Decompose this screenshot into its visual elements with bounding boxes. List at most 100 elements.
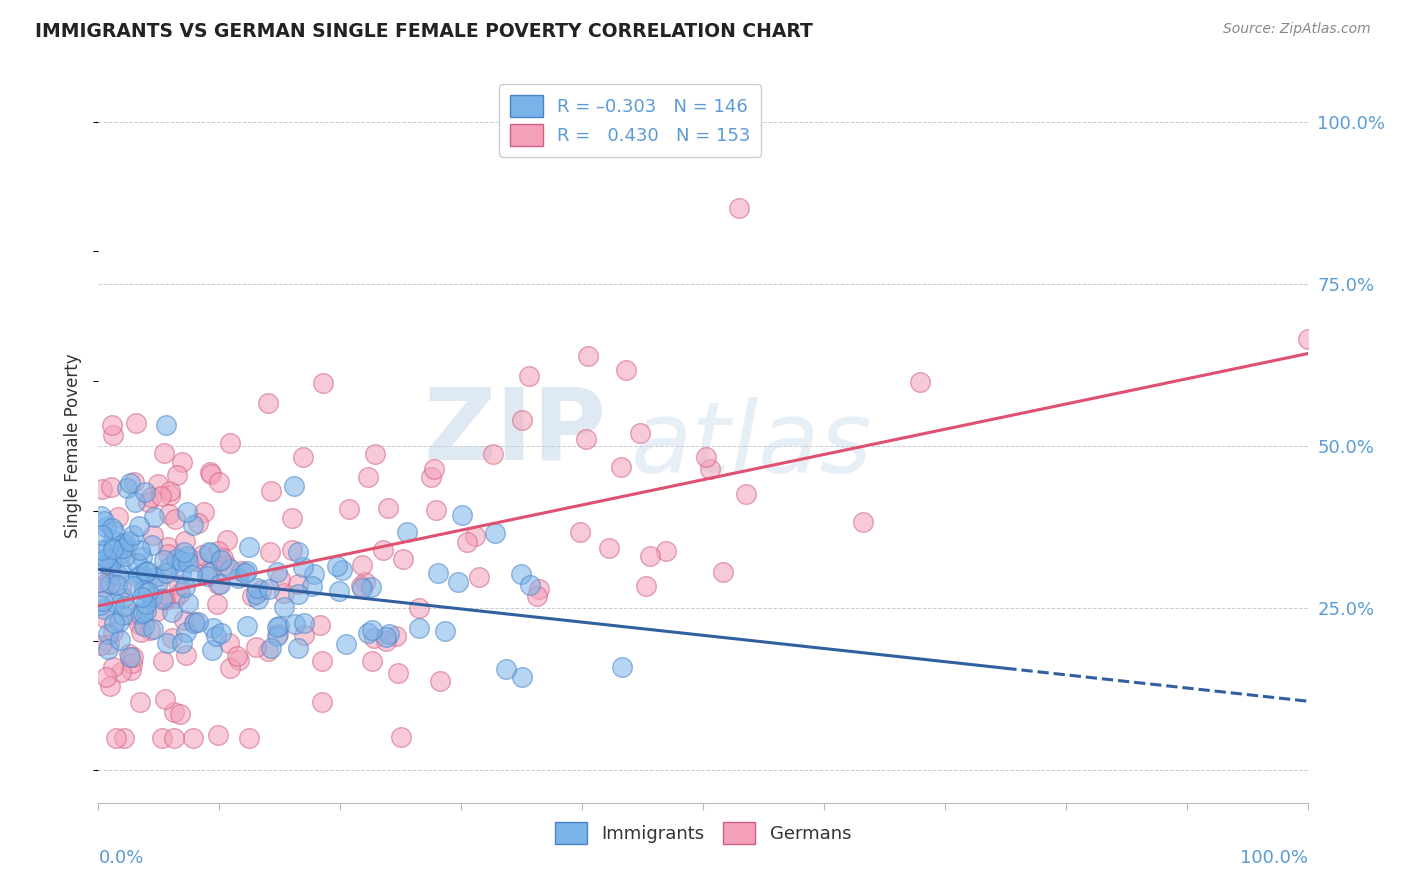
Point [176, 505, 198, 519]
Point [108, 632, 131, 647]
Point [735, 487, 758, 501]
Point [408, 621, 430, 635]
Point [129, 625, 152, 640]
Point [392, 552, 415, 566]
Point [908, 375, 931, 389]
Point [311, 695, 333, 709]
Point [103, 524, 125, 538]
Point [280, 543, 302, 558]
Point [153, 692, 176, 706]
Point [103, 428, 125, 442]
Point [90, 509, 112, 524]
Point [94, 520, 117, 534]
Point [226, 571, 249, 585]
Point [122, 579, 145, 593]
Point [117, 481, 139, 495]
Text: 100.0%: 100.0% [1240, 849, 1308, 867]
Point [312, 376, 335, 390]
Point [114, 536, 136, 550]
Point [209, 625, 232, 640]
Point [177, 555, 200, 569]
Point [311, 655, 333, 669]
Point [375, 633, 398, 648]
Point [118, 607, 141, 621]
Point [163, 705, 186, 719]
Point [98, 679, 121, 693]
Point [363, 632, 385, 646]
Point [420, 470, 443, 484]
Point [131, 549, 153, 564]
Point [128, 617, 150, 632]
Point [143, 569, 166, 583]
Point [218, 561, 240, 575]
Point [266, 566, 288, 580]
Point [569, 524, 592, 539]
Point [191, 548, 214, 562]
Point [208, 475, 231, 490]
Point [335, 637, 357, 651]
Point [205, 597, 228, 611]
Point [152, 654, 174, 668]
Point [695, 450, 717, 464]
Point [711, 566, 734, 580]
Point [139, 624, 162, 638]
Text: ZIP: ZIP [423, 384, 606, 480]
Point [198, 465, 221, 479]
Point [259, 545, 281, 559]
Point [425, 502, 447, 516]
Point [337, 502, 360, 516]
Point [287, 577, 309, 591]
Point [121, 656, 143, 670]
Point [240, 589, 263, 603]
Point [612, 660, 634, 674]
Point [510, 670, 533, 684]
Point [89, 574, 111, 589]
Point [283, 478, 305, 492]
Point [495, 662, 517, 676]
Point [287, 586, 309, 600]
Point [162, 631, 184, 645]
Point [114, 549, 136, 564]
Point [134, 484, 156, 499]
Point [101, 541, 124, 556]
Text: 0.0%: 0.0% [98, 849, 143, 867]
Point [177, 596, 200, 610]
Point [350, 579, 373, 593]
Point [215, 533, 238, 547]
Point [141, 590, 163, 604]
Point [209, 553, 232, 567]
Point [111, 591, 134, 606]
Point [93, 580, 115, 594]
Point [654, 543, 676, 558]
Point [218, 635, 240, 649]
Point [110, 560, 132, 574]
Point [512, 413, 534, 427]
Point [159, 488, 181, 502]
Point [638, 549, 661, 563]
Point [93, 514, 115, 528]
Point [195, 569, 218, 583]
Point [205, 629, 228, 643]
Point [246, 591, 269, 606]
Point [100, 555, 122, 569]
Point [146, 575, 169, 590]
Point [125, 417, 148, 431]
Point [852, 515, 875, 529]
Point [165, 552, 187, 566]
Point [90, 543, 112, 558]
Point [616, 362, 638, 376]
Point [215, 558, 238, 573]
Point [100, 564, 122, 578]
Point [170, 554, 193, 568]
Point [598, 541, 620, 555]
Point [228, 653, 250, 667]
Point [97, 541, 120, 556]
Point [245, 640, 267, 655]
Point [259, 484, 281, 499]
Point [118, 534, 141, 549]
Point [287, 544, 309, 558]
Point [250, 583, 273, 598]
Point [156, 635, 179, 649]
Point [91, 554, 114, 568]
Point [387, 665, 409, 680]
